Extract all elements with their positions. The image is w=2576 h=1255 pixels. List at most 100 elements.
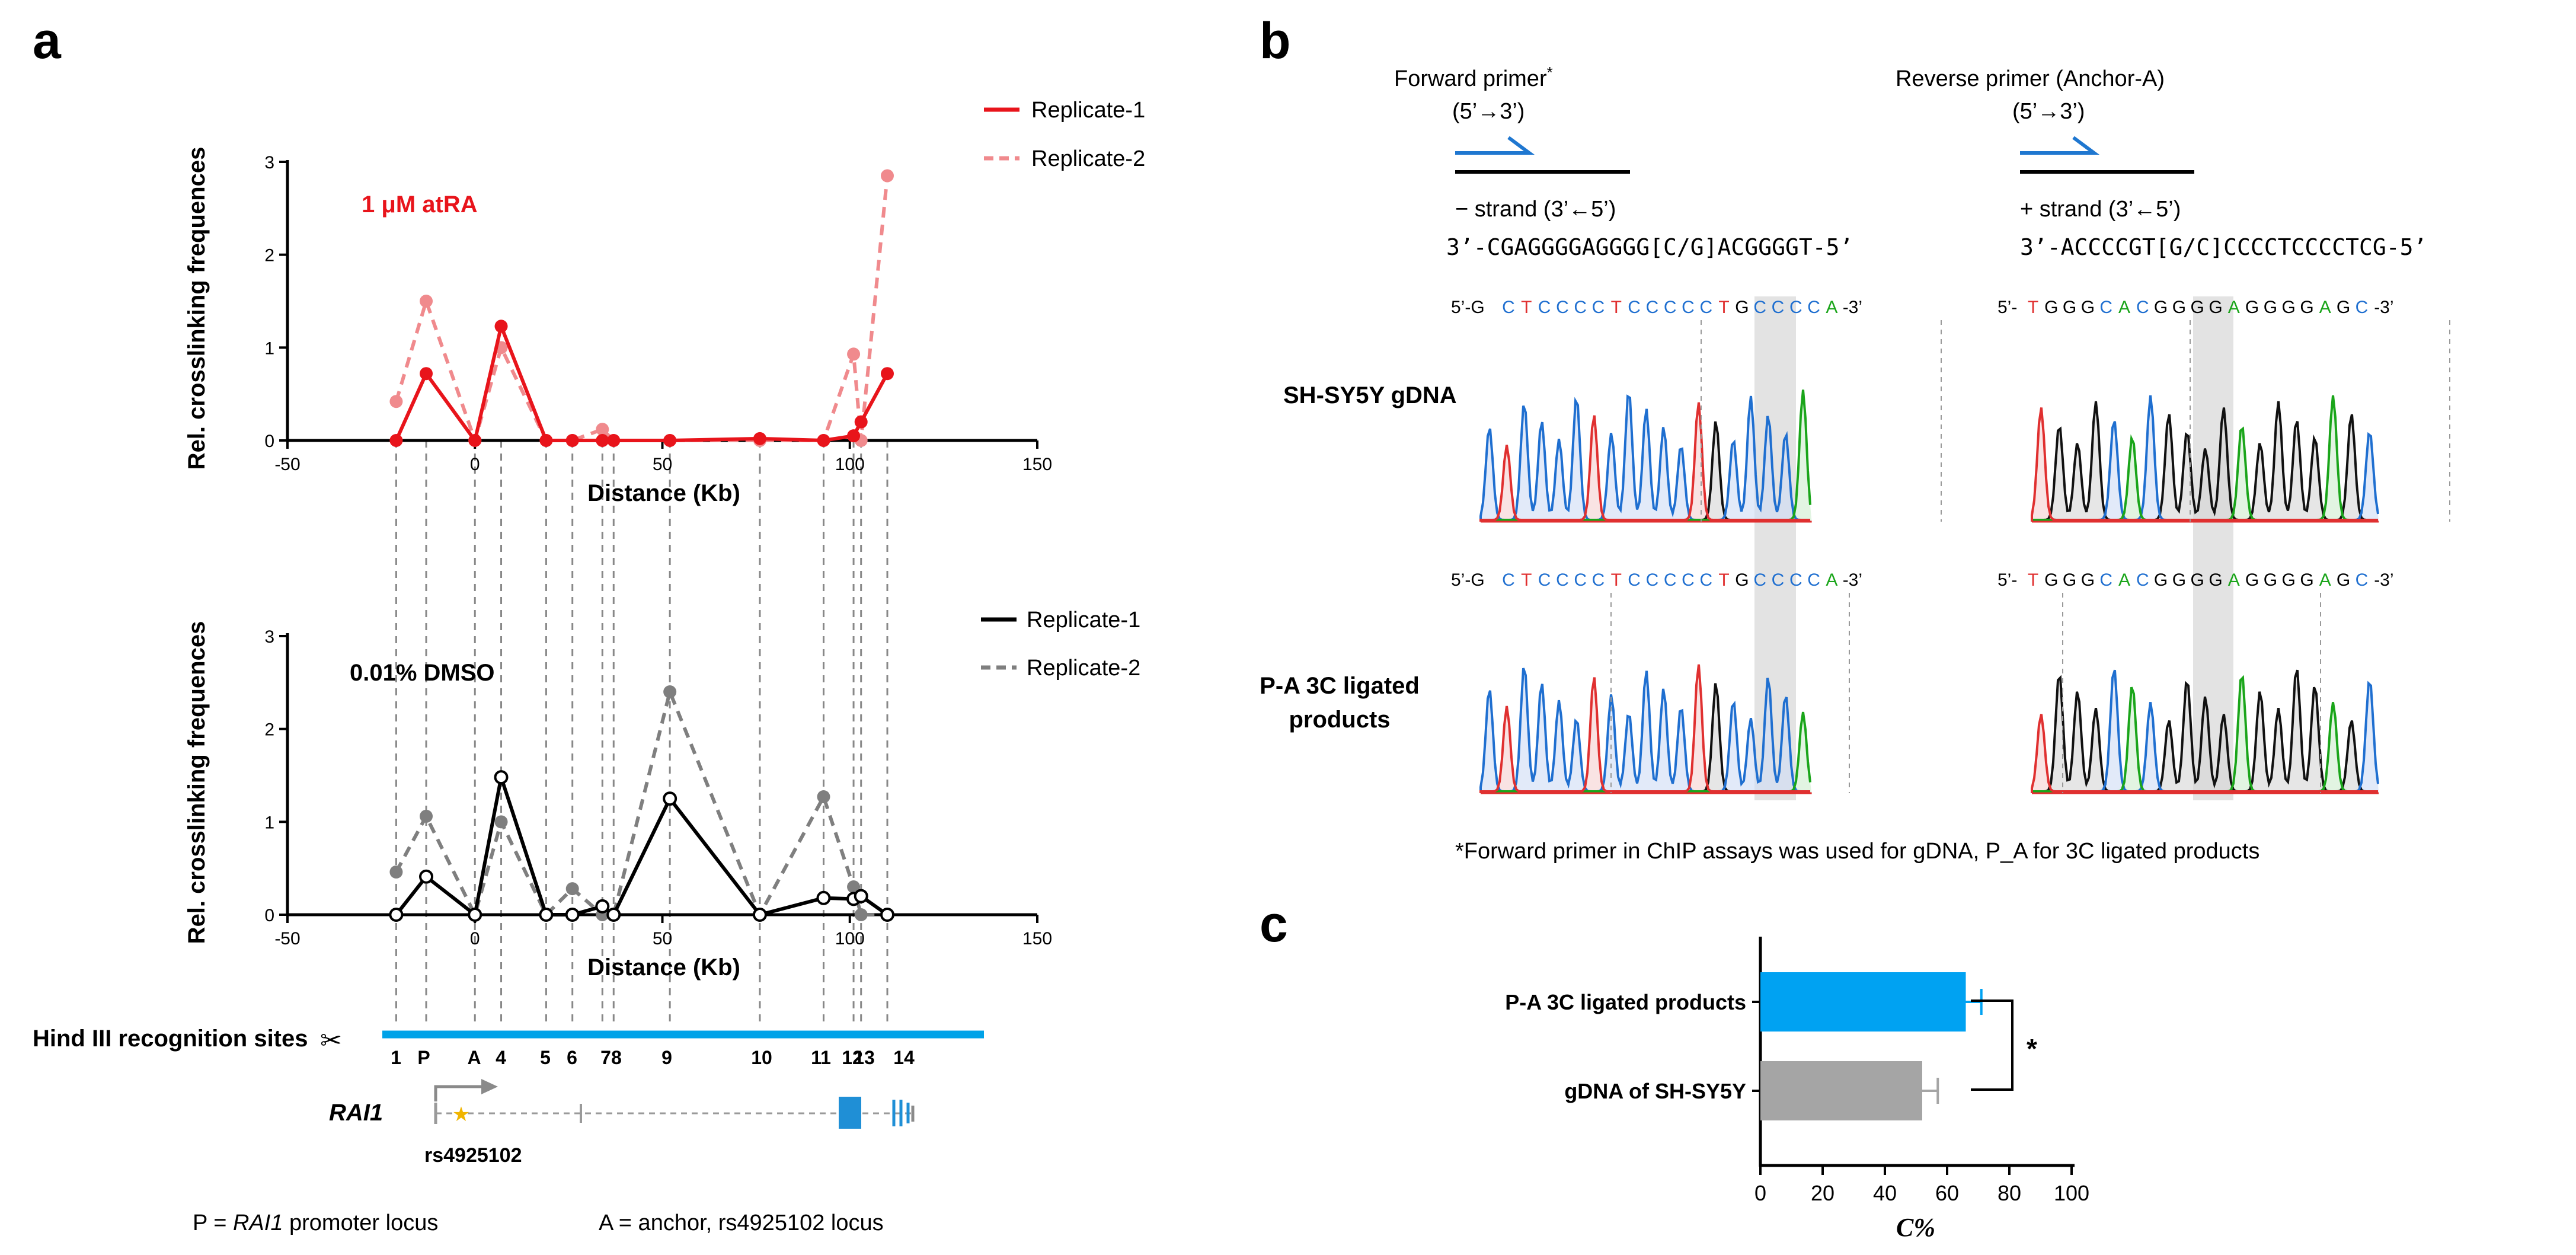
site-label: A <box>467 1047 481 1068</box>
data-point <box>420 367 433 381</box>
chrom-left-gdna-trace-C <box>1479 394 1810 522</box>
site-label: P <box>417 1047 430 1068</box>
data-point <box>817 790 830 804</box>
data-point <box>419 869 434 884</box>
chrom-right-3c-trace-G <box>2031 669 2378 793</box>
sequence-base: C <box>1664 570 1677 590</box>
sequence-base: G <box>2044 298 2058 317</box>
chrom-left-3c-trace-T <box>1479 664 1810 793</box>
series-bottom <box>389 685 894 922</box>
y-tick-label: 0 <box>264 432 274 451</box>
tss-arrow-line <box>434 1085 483 1101</box>
series-top <box>389 169 894 447</box>
sequence-base: A <box>2228 570 2240 590</box>
data-point <box>854 889 868 903</box>
sequence-base: T <box>1521 298 1532 317</box>
y-tick-label: 3 <box>264 627 274 647</box>
chrom-right-gdna-fill-G <box>2032 401 2379 522</box>
site-label: 10 <box>751 1047 772 1068</box>
y-axis-title-bottom: Rel. crosslinking frequences <box>184 621 210 944</box>
sequence-base: C <box>1538 298 1551 317</box>
snp-highlight-left <box>1754 296 1796 800</box>
data-point <box>854 415 868 429</box>
series-line-replicate-2 <box>394 686 887 920</box>
sequence-base: A <box>2228 298 2240 317</box>
site-label: 4 <box>496 1047 506 1068</box>
x-tick-label: 0 <box>470 455 480 474</box>
data-point <box>494 770 509 785</box>
sequence-base: T <box>1521 570 1532 590</box>
category-label-0: P-A 3C ligated products <box>1505 990 1746 1014</box>
sequence-base: C <box>2136 570 2149 590</box>
x-tick-label: 150 <box>1022 929 1052 949</box>
data-point <box>817 434 830 447</box>
sequence-base: C <box>1556 570 1569 590</box>
left-seq-suffix: -3’ <box>1843 570 1862 590</box>
sequence-base: T <box>2028 570 2038 590</box>
forward-seq: 3’-CGAGGGGAGGGG[C/G]ACGGGGT-5’ <box>1446 234 1853 260</box>
sequence-base: C <box>1574 298 1587 317</box>
sequence-base: C <box>1807 298 1820 317</box>
right-seq-suffix: -3’ <box>2374 570 2393 590</box>
x-axis-title-c: C% <box>1896 1213 1935 1242</box>
right-seq-prefix: 5’- <box>1997 570 2017 590</box>
site-label: 14 <box>893 1047 915 1068</box>
sequence-base: G <box>2154 570 2168 590</box>
data-point <box>565 434 579 447</box>
legend-label-bottom-rep2: Replicate-2 <box>1027 656 1140 681</box>
legend-label-top-rep1: Replicate-1 <box>1031 98 1145 123</box>
sequence-base: G <box>2337 298 2350 317</box>
site-label: 8 <box>611 1047 622 1068</box>
x-tick-label: -50 <box>274 455 300 474</box>
site-label: 13 <box>854 1047 875 1068</box>
sequence-base: G <box>2044 570 2058 590</box>
site-label: 12 <box>842 1047 863 1068</box>
data-point <box>468 434 482 447</box>
sequence-base: G <box>2191 570 2204 590</box>
data-point <box>420 295 433 308</box>
row1-label: SH-SY5Y gDNA <box>1283 382 1457 408</box>
data-point <box>539 908 554 922</box>
sequence-base: C <box>2136 298 2149 317</box>
data-point <box>663 685 677 698</box>
sequence-base: A <box>1826 298 1837 317</box>
sequence-base: A <box>1826 570 1837 590</box>
forward-primer-sup: * <box>1547 63 1553 81</box>
sequence-base: C <box>1538 570 1551 590</box>
snp-label: rs4925102 <box>424 1144 522 1167</box>
sequence-base: G <box>2282 570 2296 590</box>
sequence-base: G <box>2245 570 2259 590</box>
x-tick-label-c: 100 <box>2054 1181 2089 1205</box>
x-tick-label: 100 <box>835 455 865 474</box>
data-point <box>389 865 403 879</box>
site-label: 1 <box>391 1047 401 1068</box>
reverse-primer-arrow-icon <box>2020 136 2100 155</box>
bar-1 <box>1760 1061 1922 1120</box>
footnote-p-gene: RAI1 <box>233 1211 283 1235</box>
reverse-seq: 3’-ACCCCGT[G/C]CCCCTCCCCTCG-5’ <box>2020 234 2427 260</box>
sequence-base: T <box>1718 298 1729 317</box>
right-seq-suffix: -3’ <box>2374 298 2393 317</box>
data-point <box>847 880 861 893</box>
footnote-p-prefix: P = <box>193 1211 233 1235</box>
hind-iii-label: Hind III recognition sites <box>33 1026 308 1052</box>
snp-highlight-right <box>2193 296 2233 800</box>
sequence-base: A <box>2118 570 2130 590</box>
forward-primer-arrow-icon <box>1455 136 1535 155</box>
sequence-base: C <box>1664 298 1677 317</box>
data-point <box>663 791 677 806</box>
sequence-base: C <box>1556 298 1569 317</box>
sequence-base: G <box>2300 570 2313 590</box>
category-label-1: gDNA of SH-SY5Y <box>1564 1079 1746 1103</box>
data-point <box>854 908 868 921</box>
reverse-direction: (5’→3’) <box>2012 99 2085 124</box>
sequence-base: A <box>2118 298 2130 317</box>
condition-label-dmso: 0.01% DMSO <box>350 660 495 686</box>
sequence-base: C <box>1592 570 1605 590</box>
bar-0 <box>1760 972 1966 1032</box>
sequence-base: C <box>1574 570 1587 590</box>
right-seq-prefix: 5’- <box>1997 298 2017 317</box>
data-point <box>539 434 553 447</box>
data-point <box>596 423 609 436</box>
